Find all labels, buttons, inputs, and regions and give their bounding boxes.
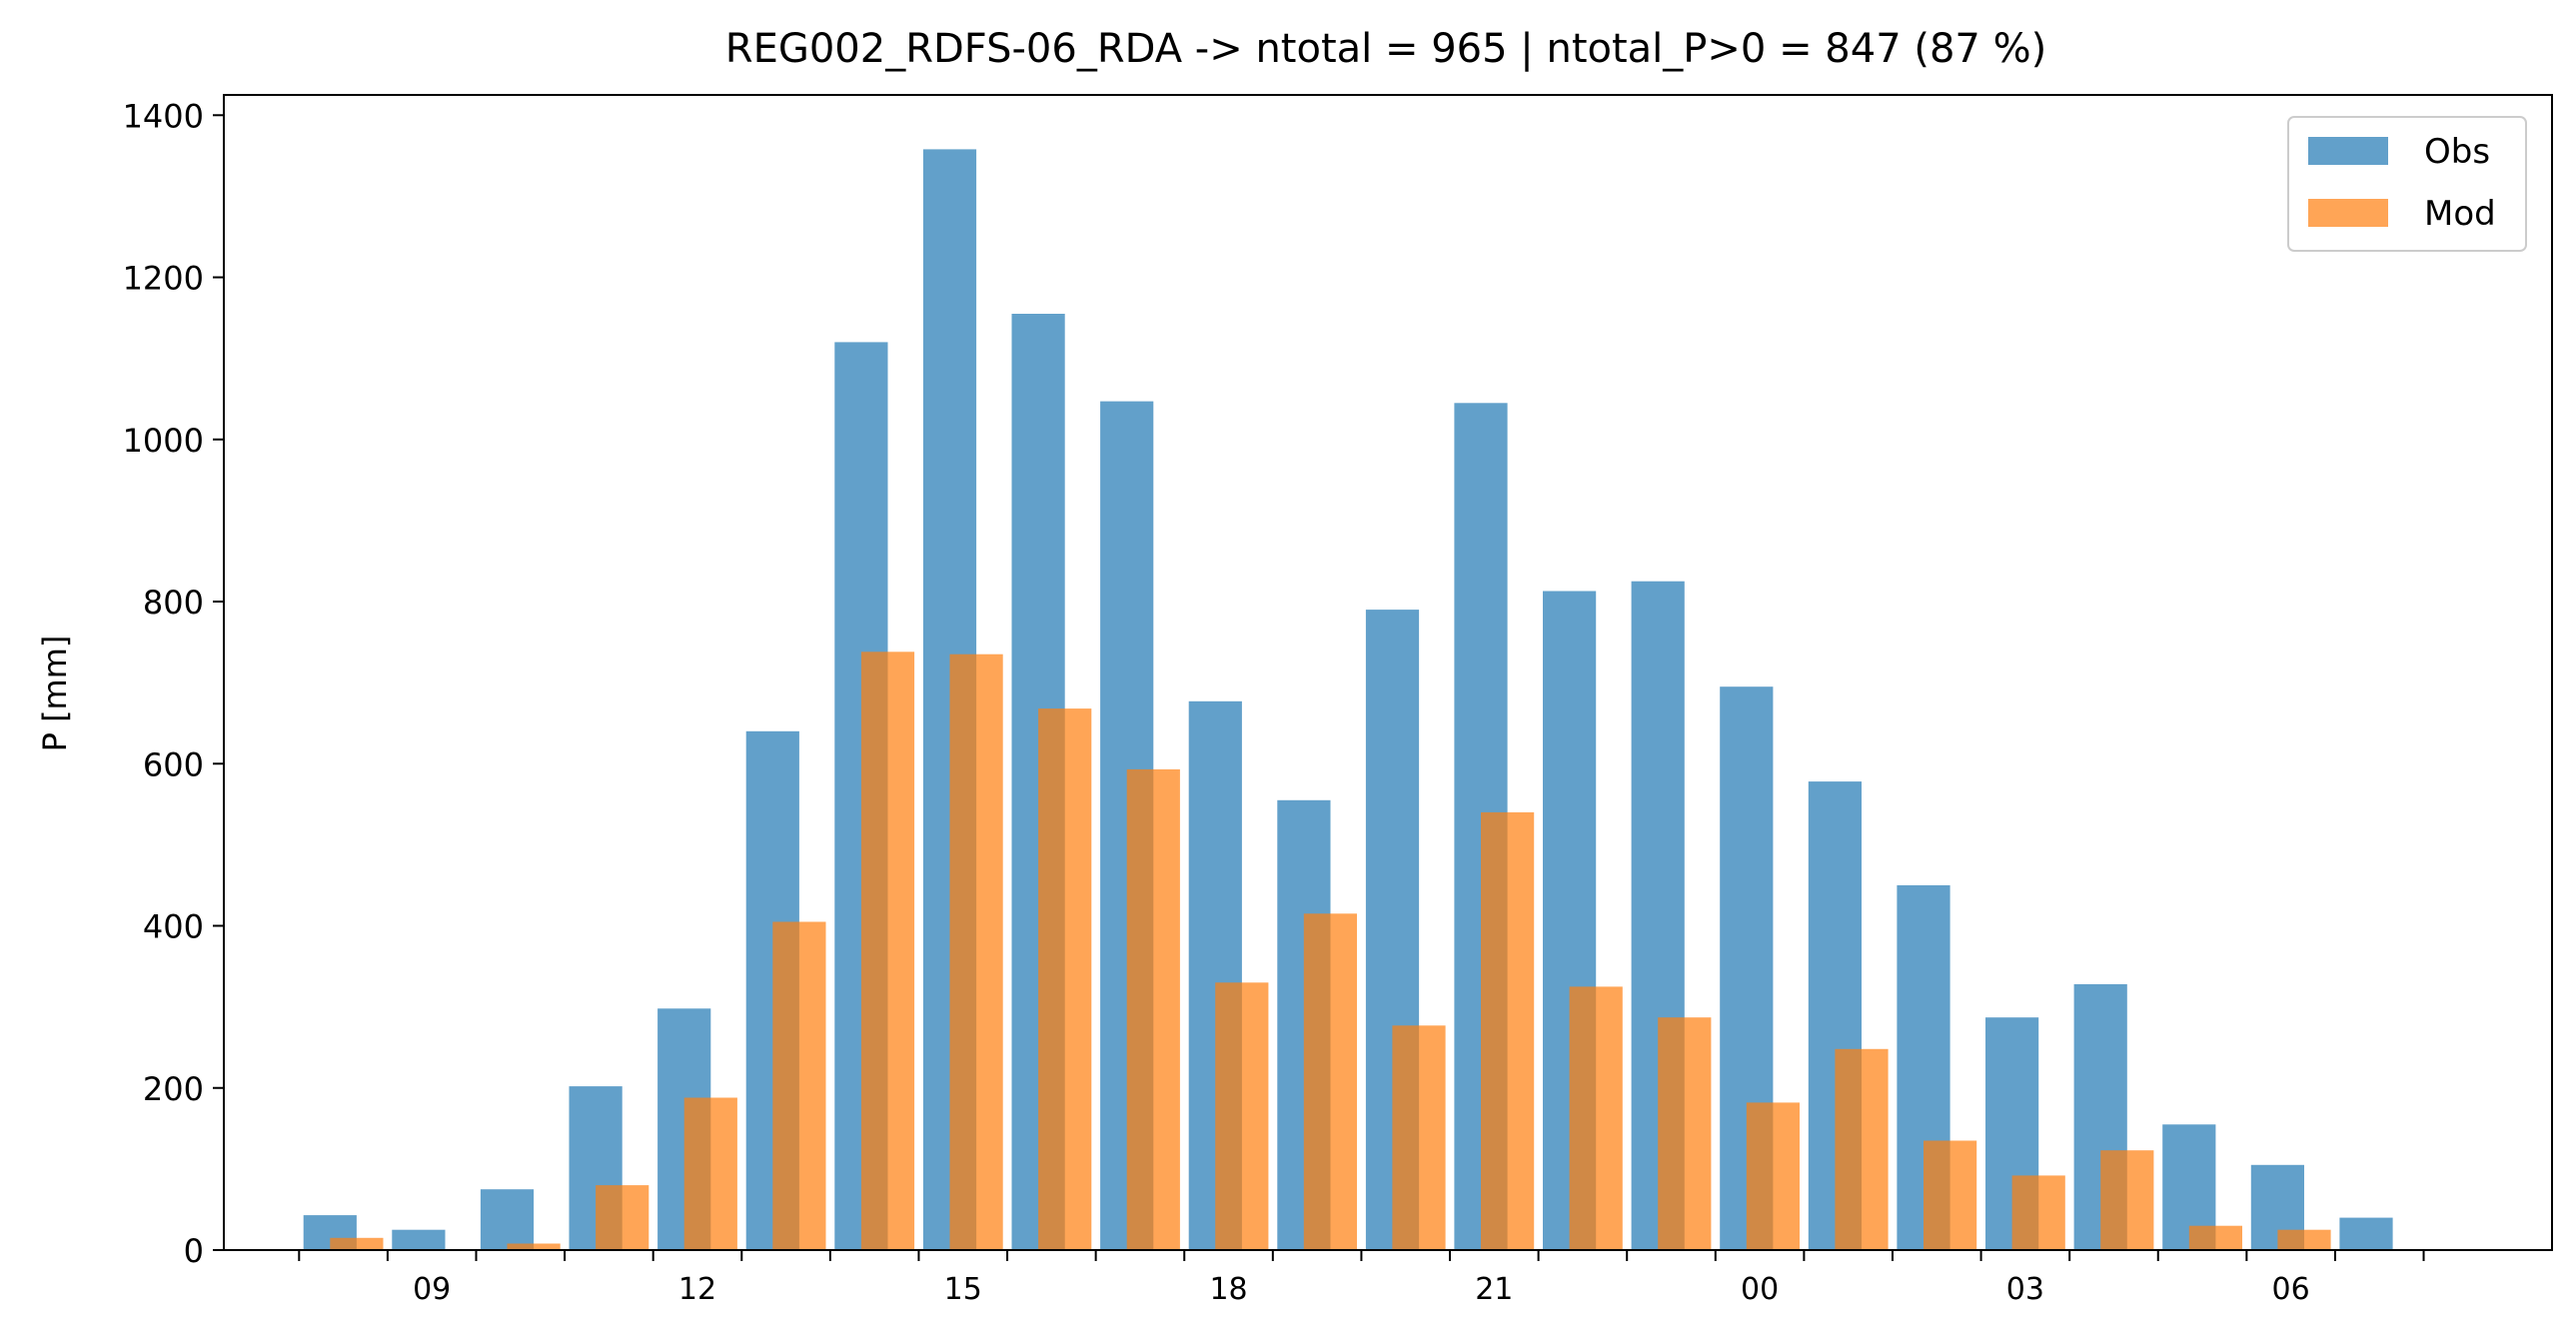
x-tick-label-03: 03 bbox=[2006, 1272, 2044, 1307]
x-tick-label-00: 00 bbox=[1741, 1272, 1779, 1307]
bar-mod-8 bbox=[330, 1237, 384, 1250]
y-axis-label: P [mm] bbox=[36, 636, 74, 752]
bar-mod-10 bbox=[507, 1243, 561, 1250]
x-tick-label-15: 15 bbox=[944, 1272, 982, 1307]
y-tick-label-1400: 1400 bbox=[123, 97, 204, 135]
bar-mod-13 bbox=[772, 921, 826, 1250]
bar-mod-20 bbox=[1392, 1025, 1446, 1250]
x-tick-label-18: 18 bbox=[1209, 1272, 1247, 1307]
legend-swatch-obs bbox=[2308, 137, 2388, 165]
y-tick-label-1000: 1000 bbox=[123, 422, 204, 460]
bar-mod-24 bbox=[1746, 1102, 1800, 1250]
bar-mod-19 bbox=[1303, 913, 1357, 1250]
axes-group: 0 200 400 600 800 1000 1200 1400 09 12 15 18 21 00 03 0… bbox=[123, 94, 2553, 1307]
legend: Obs Mod bbox=[2287, 116, 2527, 252]
bar-mod-27 bbox=[2011, 1175, 2065, 1250]
y-tick-label-200: 200 bbox=[143, 1070, 204, 1108]
y-tick-label-0: 0 bbox=[184, 1232, 204, 1270]
chart-title: REG002_RDFS-06_RDA -> ntotal = 965 | nto… bbox=[725, 26, 2046, 72]
bar-mod-17 bbox=[1126, 768, 1180, 1250]
bar-mod-15 bbox=[949, 654, 1003, 1250]
y-tick-label-600: 600 bbox=[143, 745, 204, 783]
bar-mod-14 bbox=[860, 652, 915, 1250]
bar-mod-23 bbox=[1658, 1017, 1712, 1250]
bars-group bbox=[303, 149, 2393, 1251]
legend-swatch-mod bbox=[2308, 199, 2388, 227]
y-tick-label-1200: 1200 bbox=[123, 260, 204, 298]
x-tick-label-06: 06 bbox=[2272, 1272, 2310, 1307]
bar-mod-21 bbox=[1481, 811, 1535, 1250]
x-tick-label-12: 12 bbox=[678, 1272, 716, 1307]
bar-mod-18 bbox=[1215, 982, 1269, 1250]
bar-mod-29 bbox=[2188, 1225, 2242, 1250]
legend-label-mod: Mod bbox=[2424, 194, 2496, 234]
x-tick-label-09: 09 bbox=[413, 1272, 451, 1307]
y-tick-label-800: 800 bbox=[143, 584, 204, 622]
bar-mod-26 bbox=[1924, 1140, 1977, 1250]
bar-mod-28 bbox=[2100, 1150, 2154, 1250]
bar-mod-11 bbox=[596, 1185, 649, 1250]
x-tick-label-21: 21 bbox=[1475, 1272, 1513, 1307]
plot-frame bbox=[223, 94, 2553, 1251]
legend-label-obs: Obs bbox=[2424, 132, 2490, 172]
bar-obs-31 bbox=[2339, 1217, 2393, 1250]
bar-obs-10 bbox=[480, 1189, 535, 1250]
bar-mod-25 bbox=[1835, 1048, 1889, 1250]
y-tick-label-400: 400 bbox=[143, 908, 204, 946]
bar-mod-16 bbox=[1038, 708, 1092, 1250]
bar-mod-22 bbox=[1569, 986, 1623, 1250]
bar-mod-12 bbox=[683, 1097, 737, 1250]
bar-obs-9 bbox=[392, 1229, 446, 1250]
bar-mod-30 bbox=[2277, 1229, 2331, 1250]
